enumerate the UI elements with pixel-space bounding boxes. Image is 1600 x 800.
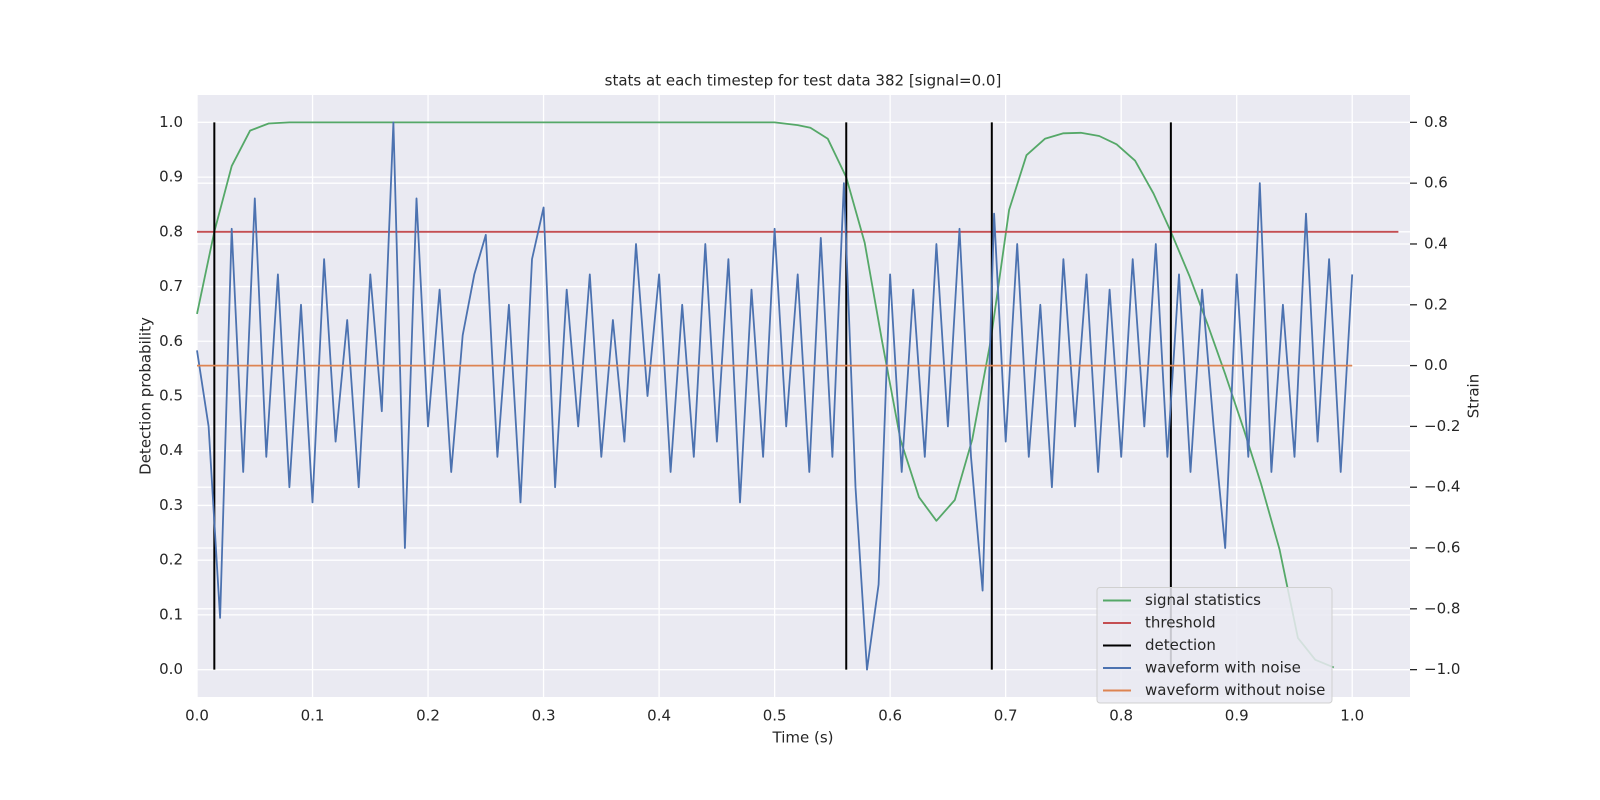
chart-title: stats at each timestep for test data 382… [605, 72, 1002, 90]
series-line [196, 121, 1354, 671]
x-tick-label: 0.9 [1225, 707, 1249, 725]
y-tick-label: 0.1 [159, 605, 183, 623]
legend-label: threshold [1145, 614, 1216, 632]
x-axis-label: Time (s) [772, 729, 834, 747]
legend-label: detection [1145, 636, 1216, 654]
y2-tick-label: −0.2 [1424, 417, 1460, 435]
y2-tick-label: 0.4 [1424, 234, 1448, 252]
y2-tick-label: −0.8 [1424, 599, 1460, 617]
x-tick-label: 0.2 [416, 707, 440, 725]
y-tick-label: 1.0 [159, 113, 183, 131]
y2-tick-label: 0.8 [1424, 113, 1448, 131]
marks [196, 121, 1399, 671]
legend-label: waveform with noise [1145, 659, 1301, 677]
y-tick-label: 0.4 [159, 441, 183, 459]
y2-tick-label: 0.0 [1424, 356, 1448, 374]
x-tick-label: 0.0 [185, 707, 209, 725]
y-tick-label: 0.8 [159, 222, 183, 240]
y-tick-label: 0.5 [159, 387, 183, 405]
y-tick-label: 0.7 [159, 277, 183, 295]
x-tick-label: 0.7 [994, 707, 1018, 725]
y2-tick-label: −0.6 [1424, 539, 1460, 557]
y2-tick-label: −1.0 [1424, 660, 1460, 678]
y2-tick-label: 0.6 [1424, 174, 1448, 192]
legend: signal statistics threshold detection wavef… [1096, 587, 1333, 704]
x-tick-label: 0.8 [1109, 707, 1133, 725]
y-tick-label: 0.3 [159, 496, 183, 514]
y2-axis-label: Strain [1465, 374, 1483, 418]
x-tick-label: 0.1 [301, 707, 325, 725]
y2-tick-label: −0.4 [1424, 478, 1460, 496]
y-tick-label: 0.9 [159, 168, 183, 186]
labels: 0.0 0.1 0.2 0.3 0.4 0.5 0.6 0.7 0.8 0.9 1.0 0.0 0.1 0… [159, 113, 1460, 725]
legend-box [1096, 587, 1333, 704]
legend-label: signal statistics [1145, 591, 1261, 609]
y-tick-label: 0.0 [159, 660, 183, 678]
y-axis-label: Detection probability [137, 317, 155, 475]
x-tick-label: 0.3 [532, 707, 556, 725]
x-tick-label: 0.5 [763, 707, 787, 725]
y-tick-label: 0.6 [159, 332, 183, 350]
x-tick-label: 0.4 [647, 707, 671, 725]
x-tick-label: 1.0 [1340, 707, 1364, 725]
y2-tick-label: 0.2 [1424, 295, 1448, 313]
x-tick-label: 0.6 [878, 707, 902, 725]
legend-label: waveform without noise [1145, 681, 1325, 699]
y-tick-label: 0.2 [159, 551, 183, 569]
series-line [196, 121, 1335, 669]
